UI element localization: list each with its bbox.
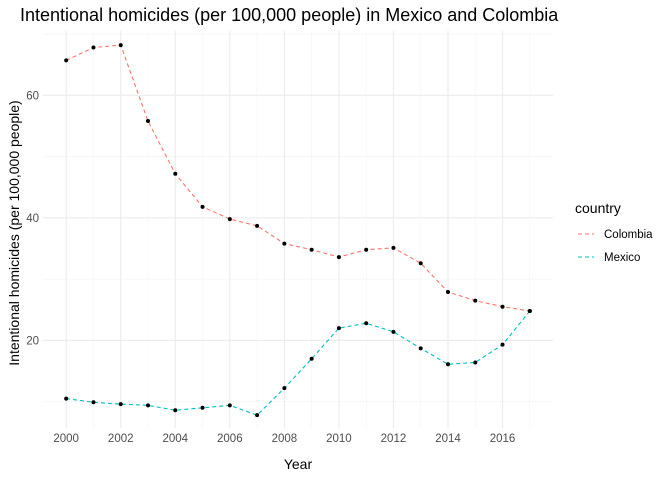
data-point-colombia <box>418 261 423 266</box>
data-point-colombia <box>64 58 69 63</box>
x-axis-title: Year <box>284 456 313 472</box>
x-tick-label: 2004 <box>162 433 188 445</box>
data-point-mexico <box>418 346 423 351</box>
y-tick-label: 40 <box>26 213 39 225</box>
data-point-colombia <box>227 217 232 222</box>
data-point-colombia <box>500 304 505 309</box>
data-point-mexico <box>227 403 232 408</box>
chart-title: Intentional homicides (per 100,000 peopl… <box>20 5 559 25</box>
data-point-mexico <box>336 326 341 331</box>
x-tick-label: 2006 <box>217 433 243 445</box>
data-point-mexico <box>255 413 260 418</box>
legend-label-mexico: Mexico <box>604 252 640 264</box>
legend-title: country <box>575 200 621 216</box>
data-point-colombia <box>446 289 450 294</box>
data-point-mexico <box>282 386 287 391</box>
data-point-mexico <box>473 360 478 365</box>
data-point-colombia <box>173 171 178 176</box>
series-line-mexico <box>66 310 531 416</box>
data-point-colombia <box>91 45 96 50</box>
data-point-colombia <box>391 245 396 250</box>
data-point-mexico <box>364 321 369 326</box>
data-point-colombia <box>146 119 150 124</box>
data-point-mexico <box>446 362 450 367</box>
data-point-colombia <box>282 241 287 246</box>
data-point-colombia <box>364 247 369 252</box>
x-tick-label: 2010 <box>326 433 352 445</box>
data-point-mexico <box>309 356 314 361</box>
x-tick-label: 2000 <box>53 433 79 445</box>
data-point-mexico <box>391 329 396 334</box>
y-tick-label: 20 <box>26 335 39 347</box>
data-points <box>64 43 532 418</box>
data-point-mexico <box>64 396 69 401</box>
series-lines <box>65 44 531 416</box>
data-point-mexico <box>118 402 123 407</box>
data-point-mexico <box>146 403 150 408</box>
y-tick-label: 60 <box>26 90 39 102</box>
data-point-mexico <box>500 342 505 347</box>
x-axis-ticks: 2000 2002 2004 2006 2008 2010 2012 2014 2016 <box>53 433 515 445</box>
series-line-colombia <box>65 44 530 312</box>
legend-label-colombia: Colombia <box>604 229 653 241</box>
legend: country Colombia Mexico <box>575 200 653 264</box>
x-tick-label: 2012 <box>381 433 407 445</box>
x-tick-label: 2008 <box>272 433 298 445</box>
data-point-mexico <box>200 405 205 410</box>
data-point-colombia <box>200 204 205 209</box>
x-tick-label: 2002 <box>108 433 134 445</box>
legend-items: Colombia Mexico <box>578 229 653 264</box>
x-tick-label: 2016 <box>490 433 516 445</box>
data-point-colombia <box>309 247 314 252</box>
data-point-colombia <box>118 43 123 48</box>
data-point-colombia <box>473 298 478 303</box>
data-point-mexico <box>173 408 178 413</box>
y-axis-title: Intentional homicides (per 100,000 peopl… <box>6 100 22 365</box>
grid <box>43 31 553 428</box>
data-point-mexico <box>527 308 532 313</box>
data-point-mexico <box>91 400 96 405</box>
y-axis-ticks: 20 40 60 <box>26 90 39 347</box>
data-point-colombia <box>255 223 260 228</box>
data-point-colombia <box>336 255 341 260</box>
x-tick-label: 2014 <box>435 433 461 445</box>
